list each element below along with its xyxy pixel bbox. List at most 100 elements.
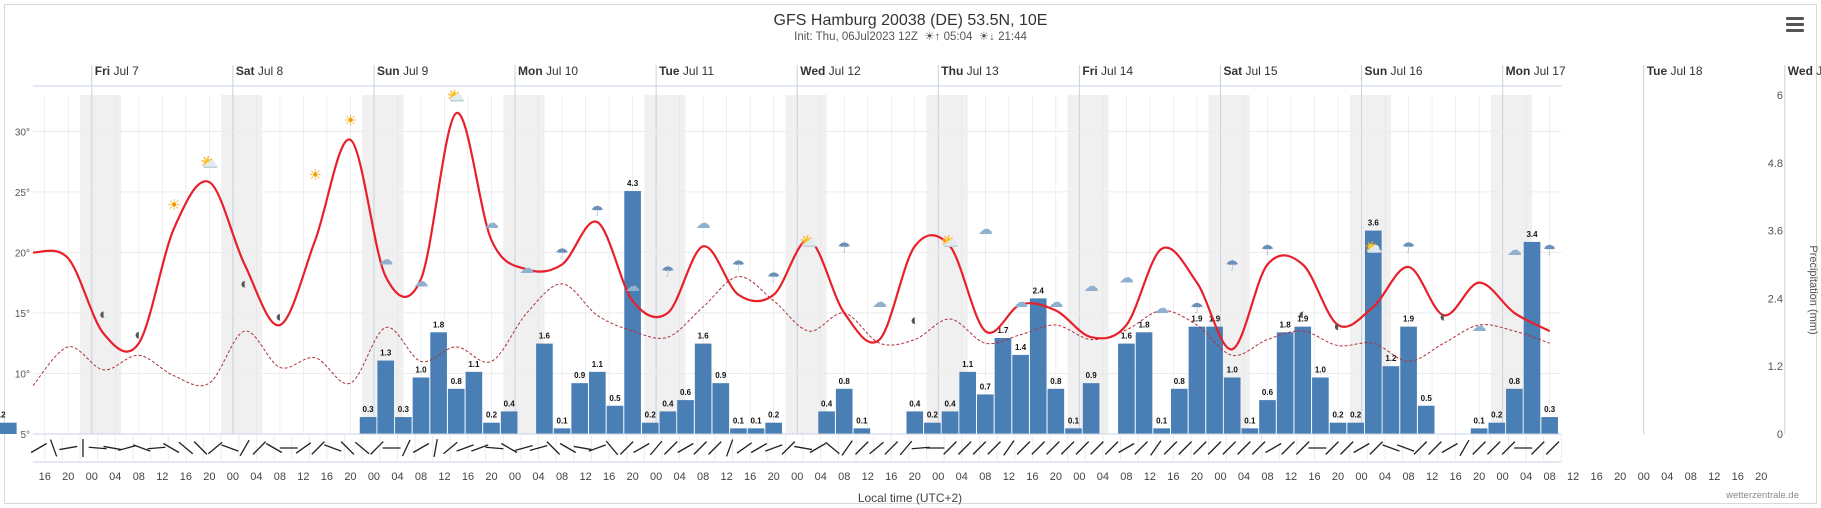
weather-cloud-icon: ☁ <box>978 221 993 238</box>
precip-data-label: 0.7 <box>980 382 992 391</box>
init-time: Init: Thu, 06Jul2023 12Z <box>794 31 918 43</box>
precip-bar <box>1188 326 1206 434</box>
day-date: Jul 17 <box>1530 64 1566 78</box>
wind-arrow <box>794 445 813 451</box>
precip-bar <box>1329 422 1347 434</box>
hour-tick-label: 20 <box>1614 471 1626 483</box>
hour-tick-label: 08 <box>1261 471 1273 483</box>
hour-tick-label: 00 <box>791 471 803 483</box>
hour-tick-label: 08 <box>838 471 850 483</box>
weather-rain-icon: ☂ <box>591 203 604 220</box>
day-label: Fri Jul 7 <box>95 64 139 78</box>
precip-bar <box>412 377 430 434</box>
hour-tick-label: 16 <box>885 471 897 483</box>
night-band <box>644 95 686 434</box>
hour-tick-label: 20 <box>626 471 638 483</box>
day-date: Jul 18 <box>1667 64 1703 78</box>
precip-bar <box>377 360 395 434</box>
precip-bar <box>818 411 835 434</box>
hour-tick-label: 16 <box>39 471 51 483</box>
precip-bar <box>976 394 994 434</box>
precip-data-label: 1.9 <box>1191 315 1203 324</box>
weather-sun-icon: ☀ <box>308 167 321 184</box>
day-name: Wed <box>1788 64 1813 78</box>
wind-arrow <box>619 441 634 455</box>
hour-tick-label: 12 <box>1003 471 1015 483</box>
wind-arrow <box>663 441 678 455</box>
sunset-time: 21:44 <box>998 31 1027 43</box>
hour-tick-label: 20 <box>344 471 356 483</box>
weather-cloud-icon: ☁ <box>696 215 711 232</box>
weather-rain-icon: ☂ <box>1225 258 1238 275</box>
precip-bar <box>747 428 765 434</box>
hour-tick-label: 08 <box>556 471 568 483</box>
hour-tick-label: 20 <box>485 471 497 483</box>
hour-tick-label: 12 <box>579 471 591 483</box>
weather-moon-icon: ◐ <box>910 312 919 329</box>
hour-tick-label: 08 <box>1544 471 1556 483</box>
wind-arrow <box>1382 444 1400 452</box>
hour-tick-label: 04 <box>532 471 544 483</box>
hour-tick-label: 16 <box>1449 471 1461 483</box>
wind-arrow <box>340 441 355 455</box>
hour-tick-label: 00 <box>932 471 944 483</box>
precip-bar <box>1488 422 1506 434</box>
sunrise-time: 05:04 <box>943 31 973 43</box>
wind-arrow <box>1060 441 1075 455</box>
temperature-line <box>32 112 1551 353</box>
wind-arrow <box>869 441 884 455</box>
precip-tick-label: 1.2 <box>1768 361 1783 373</box>
wind-arrow <box>59 445 78 451</box>
wind-arrow <box>103 445 122 451</box>
weather-sun-icon: ☀ <box>344 112 357 129</box>
hour-tick-label: 16 <box>1591 471 1603 483</box>
precip-data-label: 0.3 <box>398 405 410 414</box>
hour-tick-label: 00 <box>1214 471 1226 483</box>
precip-data-label: 0.8 <box>1050 377 1062 386</box>
precip-bar <box>447 388 465 434</box>
precip-bar <box>1506 388 1523 434</box>
hour-tick-label: 08 <box>274 471 286 483</box>
temp-tick-label: 10° <box>15 369 30 380</box>
precip-data-label: 0.4 <box>944 399 956 408</box>
precip-data-label: 0.1 <box>733 416 745 425</box>
day-date: Jul 16 <box>1387 64 1423 78</box>
hour-tick-label: 08 <box>697 471 709 483</box>
precip-bar <box>1294 326 1312 434</box>
precip-bar <box>571 383 589 434</box>
wind-arrow <box>1046 441 1060 455</box>
day-date: Jul 15 <box>1242 64 1278 78</box>
precip-data-label: 0.1 <box>1156 416 1168 425</box>
hour-tick-label: 04 <box>815 471 827 483</box>
hour-tick-label: 00 <box>1073 471 1085 483</box>
weather-sun-cloud-icon: ⛅ <box>447 88 466 105</box>
wind-arrow <box>1163 441 1178 455</box>
hour-tick-label: 04 <box>1520 471 1532 483</box>
credits-link[interactable]: wetterzentrale.de <box>1726 490 1799 501</box>
day-name: Fri <box>95 64 110 78</box>
precip-bar <box>1135 332 1153 434</box>
precip-bar <box>0 422 17 434</box>
hour-tick-label: 20 <box>768 471 780 483</box>
wind-arrow <box>1428 441 1442 455</box>
precip-bar <box>994 337 1012 434</box>
weather-rain-icon: ☂ <box>767 270 780 287</box>
weather-sun-cloud-icon: ⛅ <box>200 155 219 172</box>
precip-data-label: 0.2 <box>1350 411 1362 420</box>
wind-arrow <box>677 442 694 454</box>
precip-data-label: 0.8 <box>451 377 463 386</box>
wind-arrow <box>49 439 58 457</box>
precip-bar <box>589 371 606 434</box>
wind-arrow <box>1251 441 1266 455</box>
precip-tick-label: 3.6 <box>1768 226 1783 238</box>
chart-menu-button[interactable] <box>1786 17 1804 33</box>
wind-arrow <box>884 441 899 455</box>
dewpoint-line <box>32 276 1550 387</box>
precip-bar <box>641 422 659 434</box>
temp-tick-label: 25° <box>15 188 30 199</box>
hour-tick-label: 04 <box>1379 471 1391 483</box>
wind-arrow <box>765 444 783 452</box>
precip-data-label: 1.1 <box>468 360 480 369</box>
weather-rain-icon: ☂ <box>1261 242 1274 259</box>
